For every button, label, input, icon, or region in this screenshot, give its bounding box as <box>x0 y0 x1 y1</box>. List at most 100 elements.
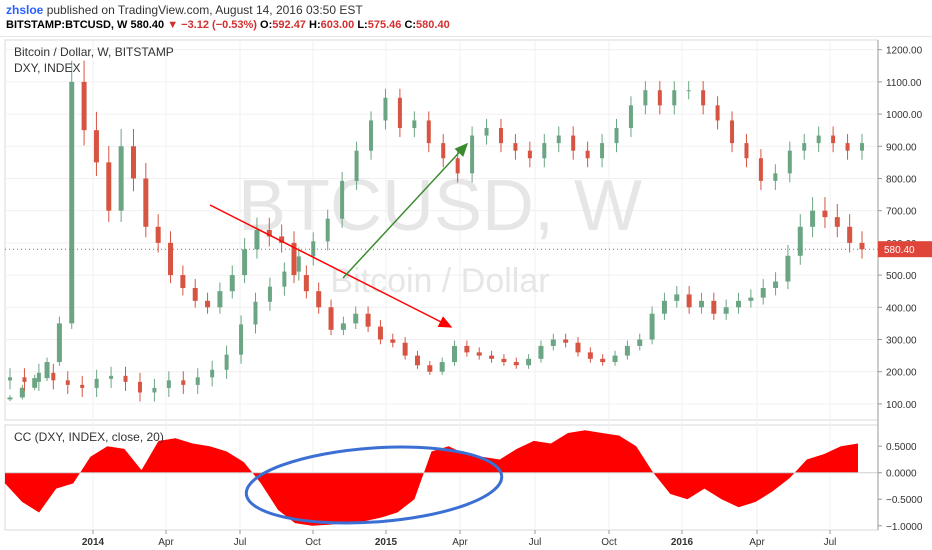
btc-candle <box>513 357 519 369</box>
dxy-candle <box>296 247 301 281</box>
dxy-candle <box>556 126 561 153</box>
btc-candle <box>32 374 38 391</box>
dxy-candle <box>571 126 576 160</box>
btc-candle <box>748 289 754 308</box>
price-tick-label: 1100.00 <box>886 78 922 89</box>
btc-candle <box>711 292 717 320</box>
dxy-candle <box>267 277 272 311</box>
dxy-candle <box>542 134 547 168</box>
open-label: O: <box>260 19 273 31</box>
price-tick-label: 200.00 <box>886 368 917 379</box>
close-label: C: <box>404 19 417 31</box>
downtrend-arrow[interactable] <box>209 204 453 328</box>
btc-candle <box>452 340 458 366</box>
watermark-symbol: BTCUSD, W <box>238 166 642 246</box>
dxy-candle <box>137 372 142 402</box>
dxy-candle <box>672 81 677 115</box>
btc-candle <box>118 128 124 222</box>
dxy-candle <box>354 141 359 190</box>
btc-candle <box>600 354 606 366</box>
close-value: 580.40 <box>416 19 450 31</box>
dxy-candle <box>325 209 330 251</box>
btc-candle <box>266 217 272 247</box>
btc-candle <box>637 333 643 351</box>
legend-cc[interactable]: CC (DXY, INDEX, close, 20) <box>14 430 164 444</box>
btc-candle <box>649 306 655 345</box>
dxy-candle <box>340 171 345 228</box>
btc-candle <box>106 145 112 222</box>
legend-dxy[interactable]: DXY, INDEX <box>14 61 80 75</box>
btc-candle <box>822 197 828 229</box>
low-label: L: <box>357 19 368 31</box>
btc-candle <box>526 354 532 369</box>
legend-main[interactable]: Bitcoin / Dollar, W, BITSTAMP <box>14 45 174 59</box>
dxy-candle <box>426 111 431 153</box>
dxy-candle <box>224 345 229 379</box>
dxy-candle <box>51 363 56 390</box>
btc-candle <box>56 316 62 366</box>
btc-candle <box>550 333 556 351</box>
price-tick-label: 1200.00 <box>886 46 923 57</box>
btc-candle <box>19 384 25 400</box>
btc-candle <box>7 395 13 402</box>
dxy-candle <box>513 134 518 160</box>
btc-candle <box>661 292 667 320</box>
time-tick-label: Apr <box>749 537 765 548</box>
dxy-candle <box>730 111 735 153</box>
price-tick-label: 800.00 <box>886 174 917 185</box>
dxy-candle <box>686 81 691 100</box>
dxy-candle <box>253 292 258 334</box>
btc-candle <box>205 292 211 314</box>
btc-candle <box>155 214 161 253</box>
price-tick-label: 100.00 <box>886 400 917 411</box>
highlight-ellipse[interactable] <box>244 439 505 531</box>
dxy-candle <box>773 164 778 190</box>
btc-candle <box>760 279 766 305</box>
annotations[interactable] <box>209 142 469 328</box>
dxy-candles <box>8 81 864 402</box>
dxy-candle <box>600 134 605 168</box>
dxy-candle <box>65 371 70 394</box>
btc-candle <box>575 337 581 357</box>
btc-candle <box>773 272 779 296</box>
btc-candle <box>279 224 285 253</box>
btc-candle <box>476 347 482 360</box>
btc-candle <box>489 350 495 363</box>
btc-candle <box>168 231 174 284</box>
cc-tick-label: 0.5000 <box>886 442 917 453</box>
author-link[interactable]: zhsloe <box>6 3 44 17</box>
btc-candle <box>217 282 223 314</box>
dxy-candle <box>36 363 41 391</box>
btc-candle <box>427 361 433 375</box>
btc-candle <box>254 217 260 259</box>
dxy-candle <box>8 368 12 390</box>
uptrend-arrow[interactable] <box>342 142 469 279</box>
dxy-candle <box>152 378 157 402</box>
btc-candles <box>7 60 865 402</box>
btc-candle <box>229 265 235 299</box>
btc-candle <box>414 350 420 369</box>
dxy-candle <box>585 141 590 168</box>
quote-line: BITSTAMP:BTCUSD, W 580.40 ▼ −3.12 (−0.53… <box>6 19 450 31</box>
dxy-candle <box>166 371 171 397</box>
cc-area <box>5 430 858 526</box>
dxy-candle <box>80 375 85 397</box>
dxy-candle <box>860 134 864 160</box>
dxy-candle <box>282 262 287 296</box>
btc-candle <box>180 265 186 296</box>
btc-candle <box>291 231 297 284</box>
btc-candle <box>859 231 865 259</box>
cc-tick-label: 0.0000 <box>886 469 917 480</box>
btc-candle <box>192 279 198 308</box>
time-tick-label: Jul <box>824 537 837 548</box>
btc-candle <box>81 60 87 146</box>
dxy-candle <box>758 149 763 190</box>
price-tick-label: 300.00 <box>886 335 917 346</box>
dxy-candle <box>470 126 475 183</box>
price-tick-label: 900.00 <box>886 142 917 153</box>
dxy-candle <box>657 81 662 115</box>
btc-candle <box>563 333 569 348</box>
dxy-candle <box>123 366 128 391</box>
btc-candle <box>439 357 445 375</box>
